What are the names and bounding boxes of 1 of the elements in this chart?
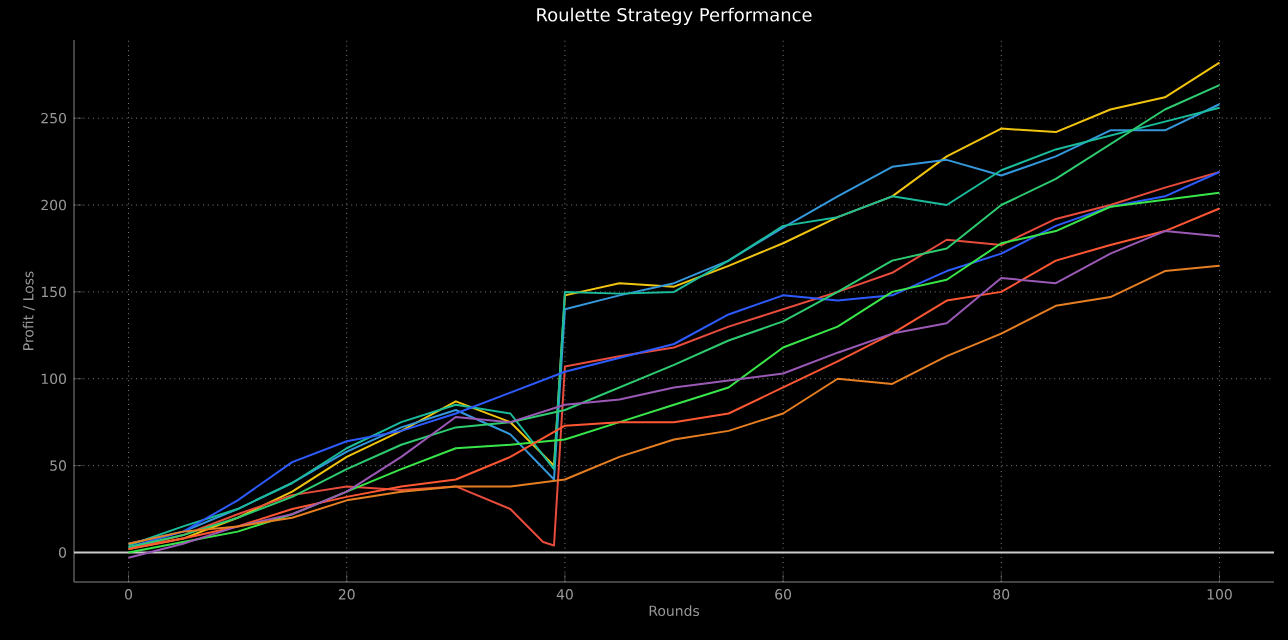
chart-title: Roulette Strategy Performance — [537, 7, 812, 25]
